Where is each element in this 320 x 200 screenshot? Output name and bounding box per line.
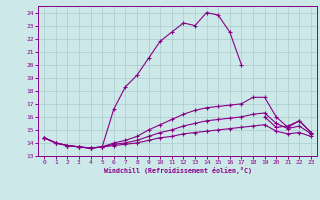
X-axis label: Windchill (Refroidissement éolien,°C): Windchill (Refroidissement éolien,°C) (104, 167, 252, 174)
